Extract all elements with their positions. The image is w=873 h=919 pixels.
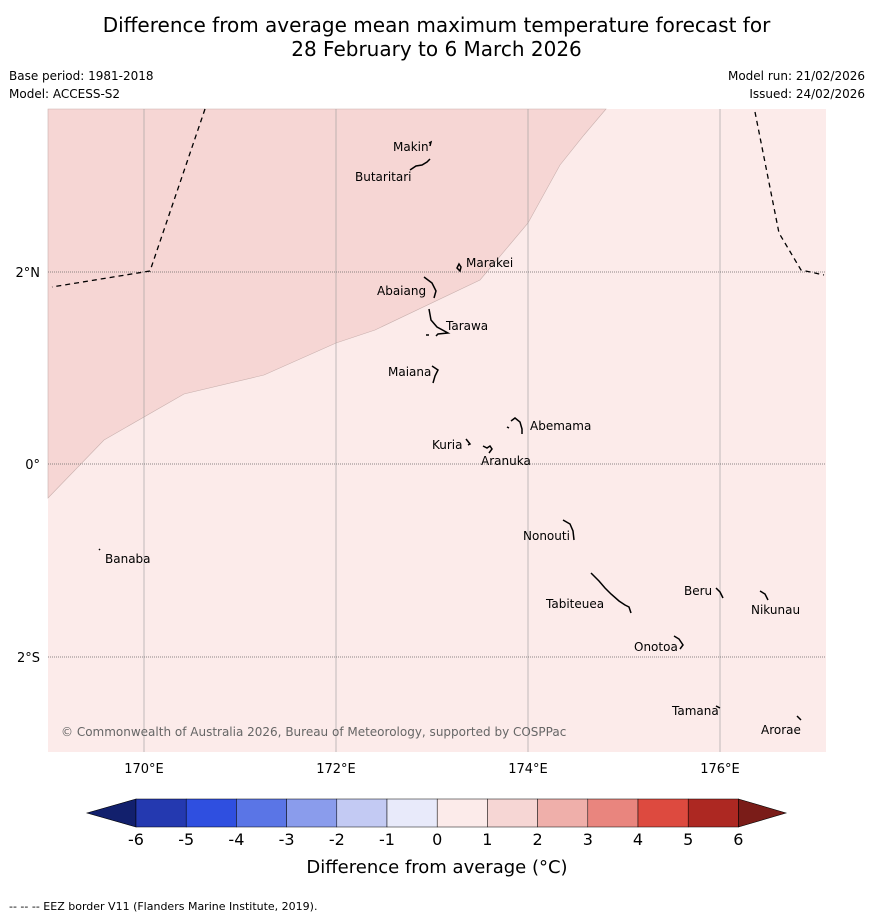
colorbar-tick: -6 xyxy=(128,830,144,849)
beru-outline xyxy=(715,587,724,599)
colorbar-bin xyxy=(286,798,338,828)
colorbar-tick: 4 xyxy=(633,830,643,849)
island-outlines xyxy=(98,140,802,721)
lat-tick-0: 0° xyxy=(25,458,40,473)
nonouti-outline xyxy=(562,519,575,541)
eez-footnote: -- -- -- EEZ border V11 (Flanders Marine… xyxy=(9,900,318,913)
colorbar-tick: -2 xyxy=(329,830,345,849)
colorbar-tick: 0 xyxy=(432,830,442,849)
anomaly-area-1-to-2 xyxy=(47,108,607,499)
colorbar-tick: 2 xyxy=(533,830,543,849)
axis-labels: 170°E 172°E 174°E 176°E 2°N 0° 2°S xyxy=(16,266,740,777)
colorbar-tick: 5 xyxy=(683,830,693,849)
copyright-note: © Commonwealth of Australia 2026, Bureau… xyxy=(61,725,566,739)
island-label-makin: Makin xyxy=(393,140,429,154)
island-label-tamana: Tamana xyxy=(671,704,719,718)
island-label-tabiteuea: Tabiteuea xyxy=(545,597,604,611)
colorbar-bin xyxy=(236,798,287,828)
lon-tick-174e: 174°E xyxy=(508,762,548,777)
colorbar-extend-high xyxy=(738,798,788,828)
colorbar-bin xyxy=(487,798,538,828)
island-label-aranuka: Aranuka xyxy=(481,454,531,468)
colorbar-bin xyxy=(336,798,388,828)
eez-border-west xyxy=(51,108,206,288)
lon-tick-172e: 172°E xyxy=(316,762,356,777)
marakei-outline xyxy=(456,262,462,273)
tarawa-outline xyxy=(428,308,451,337)
graticule xyxy=(143,109,721,752)
tabiteuea-outline xyxy=(590,572,632,614)
onotoa-outline xyxy=(673,635,684,650)
issued-date: Issued: 24/02/2026 xyxy=(749,87,865,101)
colorbar-tick: -4 xyxy=(228,830,244,849)
base-period: Base period: 1981-2018 xyxy=(9,69,154,83)
forecast-map: Makin Butaritari Marakei Abaiang Tarawa … xyxy=(16,108,826,878)
island-label-banaba: Banaba xyxy=(105,552,151,566)
lat-tick-2n: 2°N xyxy=(16,266,41,281)
island-label-kuria: Kuria xyxy=(432,438,463,452)
lon-tick-176e: 176°E xyxy=(700,762,740,777)
island-label-abemama: Abemama xyxy=(530,419,591,433)
lat-tick-2s: 2°S xyxy=(17,651,40,666)
island-label-abaiang: Abaiang xyxy=(377,284,426,298)
parallels xyxy=(48,271,826,658)
model-run: Model run: 21/02/2026 xyxy=(727,69,865,83)
colorbar-tick: -3 xyxy=(279,830,295,849)
colorbar-bin xyxy=(185,798,237,828)
colorbar-tick: -1 xyxy=(379,830,395,849)
colorbar-bin xyxy=(436,798,488,828)
island-label-beru: Beru xyxy=(684,584,712,598)
makin-outline xyxy=(428,140,433,147)
colorbar-tick: 6 xyxy=(733,830,743,849)
island-label-arorae: Arorae xyxy=(761,723,801,737)
island-label-butaritari: Butaritari xyxy=(355,170,412,184)
banaba-outline xyxy=(98,548,101,551)
colorbar-label: Difference from average (°C) xyxy=(306,857,567,878)
lon-tick-170e: 170°E xyxy=(124,762,164,777)
model-name: Model: ACCESS-S2 xyxy=(9,87,121,101)
aranuka-outline xyxy=(482,444,493,454)
colorbar-tick: 1 xyxy=(482,830,492,849)
colorbar-bin xyxy=(386,798,438,828)
colorbar-tick: -5 xyxy=(178,830,194,849)
title-line-1: Difference from average mean maximum tem… xyxy=(102,13,771,37)
colorbar xyxy=(85,798,788,828)
butaritari-outline xyxy=(409,158,431,171)
island-label-nikunau: Nikunau xyxy=(751,603,800,617)
island-label-tarawa: Tarawa xyxy=(445,319,488,333)
island-label-onotoa: Onotoa xyxy=(634,640,678,654)
colorbar-tick-labels: -6 -5 -4 -3 -2 -1 0 1 2 3 4 5 6 xyxy=(128,830,743,849)
maiana-outline xyxy=(431,365,439,384)
colorbar-bin xyxy=(687,798,739,828)
island-label-maiana: Maiana xyxy=(388,365,431,379)
colorbar-bin xyxy=(637,798,689,828)
colorbar-extend-low xyxy=(85,798,137,828)
abemama-outline xyxy=(510,417,523,434)
tamana-outline xyxy=(715,705,721,709)
colorbar-bin xyxy=(587,798,639,828)
nikunau-outline xyxy=(759,590,769,601)
kuria-outline xyxy=(465,438,472,446)
eez-border xyxy=(51,108,825,288)
abemama-west-outline xyxy=(506,426,510,429)
title-line-2: 28 February to 6 March 2026 xyxy=(291,37,582,61)
eez-border-east xyxy=(754,111,825,276)
colorbar-bin xyxy=(537,798,589,828)
island-label-marakei: Marakei xyxy=(466,256,513,270)
island-labels: Makin Butaritari Marakei Abaiang Tarawa … xyxy=(105,140,801,737)
colorbar-tick: 3 xyxy=(583,830,593,849)
arorae-outline xyxy=(796,715,802,721)
abaiang-outline xyxy=(423,276,437,299)
colorbar-bin xyxy=(135,798,187,828)
island-label-nonouti: Nonouti xyxy=(523,529,570,543)
